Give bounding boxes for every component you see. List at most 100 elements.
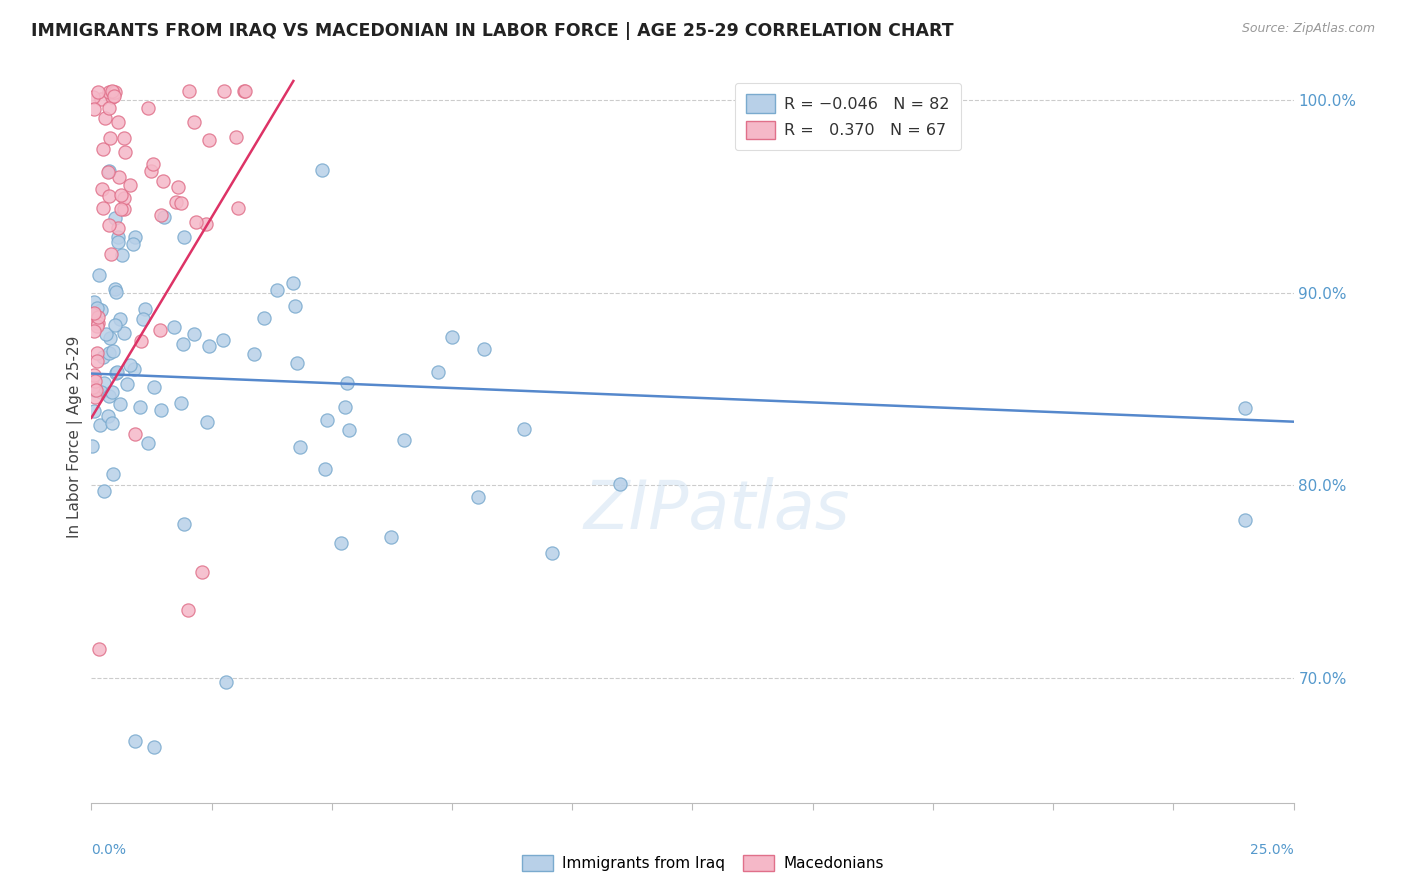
- Point: [105, 285, 128, 299]
- Point: [184, 215, 207, 229]
- Point: [107, 115, 129, 129]
- Point: [172, 336, 194, 351]
- Point: [315, 413, 337, 427]
- Point: [132, 312, 155, 326]
- Point: [149, 323, 172, 337]
- Point: [226, 201, 249, 215]
- Point: [243, 347, 266, 361]
- Point: [136, 101, 159, 115]
- Point: [98, 85, 121, 99]
- Point: [150, 402, 173, 417]
- Point: [98, 164, 121, 178]
- Point: [609, 477, 631, 491]
- Point: [84, 383, 107, 397]
- Y-axis label: In Labor Force | Age 25-29: In Labor Force | Age 25-29: [67, 336, 83, 538]
- Point: [212, 84, 235, 98]
- Point: [170, 195, 193, 210]
- Point: [84, 391, 107, 405]
- Point: [107, 221, 129, 235]
- Point: [104, 211, 127, 225]
- Point: [212, 333, 235, 347]
- Point: [91, 142, 114, 156]
- Point: [165, 194, 187, 209]
- Point: [91, 182, 114, 196]
- Point: [94, 111, 117, 125]
- Point: [94, 326, 117, 341]
- Point: [195, 415, 218, 429]
- Point: [83, 324, 105, 338]
- Point: [513, 422, 536, 436]
- Point: [97, 389, 120, 403]
- Point: [472, 343, 495, 357]
- Point: [86, 301, 108, 315]
- Point: [83, 403, 105, 417]
- Point: [179, 84, 201, 98]
- Point: [225, 129, 247, 144]
- Point: [173, 230, 195, 244]
- Point: [108, 169, 131, 184]
- Point: [103, 88, 125, 103]
- Point: [101, 85, 124, 99]
- Point: [101, 343, 124, 358]
- Point: [93, 350, 115, 364]
- Point: [142, 739, 165, 754]
- Point: [108, 397, 131, 411]
- Point: [166, 180, 188, 194]
- Point: [118, 178, 141, 192]
- Point: [114, 145, 136, 159]
- Point: [84, 374, 107, 388]
- Point: [90, 92, 112, 106]
- Point: [112, 130, 135, 145]
- Point: [98, 346, 121, 360]
- Point: [124, 734, 146, 748]
- Text: Source: ZipAtlas.com: Source: ZipAtlas.com: [1241, 22, 1375, 36]
- Point: [83, 295, 105, 310]
- Point: [330, 536, 353, 550]
- Point: [83, 384, 105, 398]
- Point: [101, 467, 124, 481]
- Point: [86, 354, 108, 368]
- Point: [467, 490, 489, 504]
- Point: [233, 84, 256, 98]
- Point: [170, 396, 193, 410]
- Point: [87, 316, 110, 330]
- Point: [100, 246, 122, 260]
- Point: [86, 346, 108, 360]
- Point: [253, 310, 276, 325]
- Legend: Immigrants from Iraq, Macedonians: Immigrants from Iraq, Macedonians: [516, 849, 890, 877]
- Point: [84, 383, 107, 397]
- Point: [337, 423, 360, 437]
- Point: [82, 307, 104, 321]
- Point: [112, 202, 135, 217]
- Point: [101, 416, 124, 430]
- Point: [110, 202, 132, 217]
- Point: [136, 436, 159, 450]
- Point: [1234, 513, 1257, 527]
- Point: [197, 133, 219, 147]
- Point: [101, 384, 124, 399]
- Point: [87, 268, 110, 282]
- Point: [134, 302, 156, 317]
- Point: [176, 603, 198, 617]
- Legend: R = −0.046   N = 82, R =   0.370   N = 67: R = −0.046 N = 82, R = 0.370 N = 67: [735, 83, 960, 150]
- Point: [122, 361, 145, 376]
- Point: [541, 546, 564, 560]
- Point: [107, 230, 129, 244]
- Point: [287, 356, 309, 370]
- Point: [100, 90, 122, 104]
- Point: [89, 417, 111, 432]
- Point: [288, 441, 311, 455]
- Point: [90, 385, 112, 400]
- Point: [152, 211, 174, 225]
- Point: [440, 330, 463, 344]
- Point: [112, 191, 135, 205]
- Point: [336, 376, 359, 390]
- Text: IMMIGRANTS FROM IRAQ VS MACEDONIAN IN LABOR FORCE | AGE 25-29 CORRELATION CHART: IMMIGRANTS FROM IRAQ VS MACEDONIAN IN LA…: [31, 22, 953, 40]
- Point: [82, 379, 104, 393]
- Point: [107, 235, 129, 250]
- Point: [112, 326, 135, 341]
- Point: [142, 157, 165, 171]
- Point: [1234, 401, 1257, 416]
- Point: [124, 230, 146, 244]
- Point: [143, 380, 166, 394]
